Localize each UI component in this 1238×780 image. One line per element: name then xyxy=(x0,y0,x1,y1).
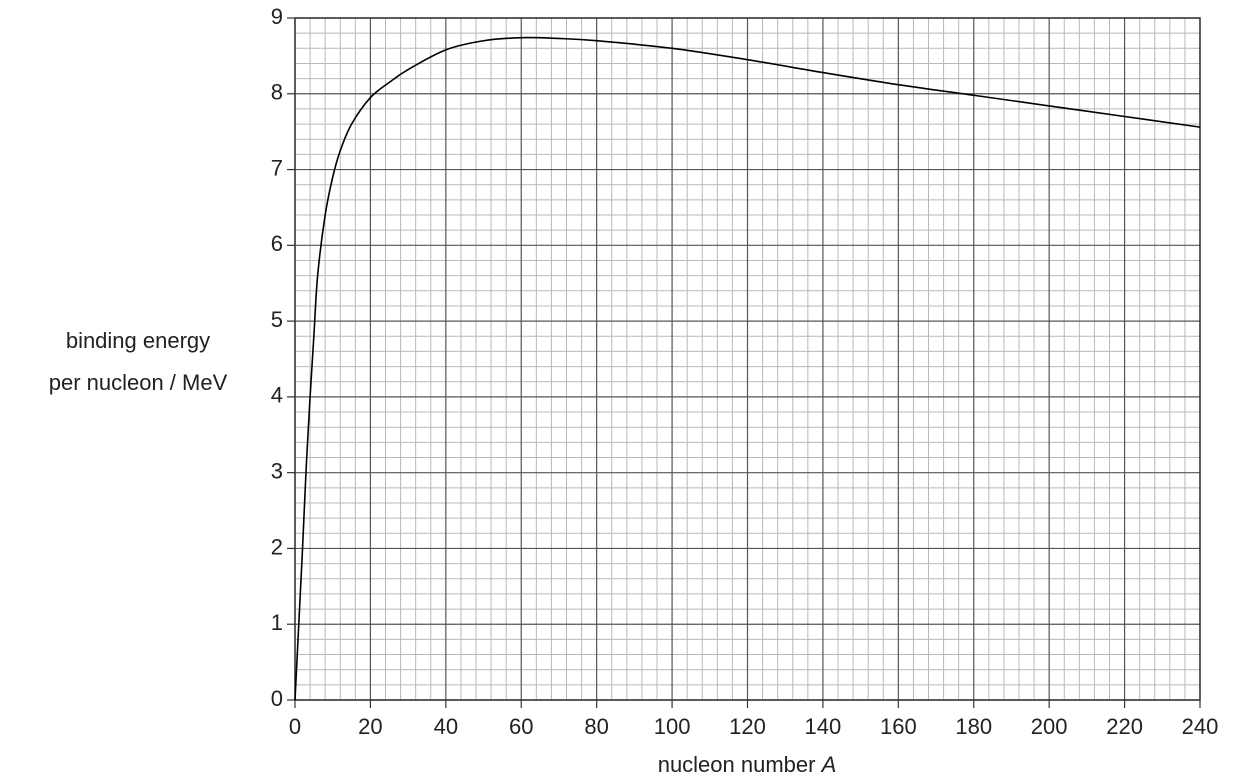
x-axis-label-text: nucleon number xyxy=(658,752,816,777)
x-tick-label: 100 xyxy=(654,714,691,739)
x-tick-label: 60 xyxy=(509,714,533,739)
y-tick-label: 1 xyxy=(271,610,283,635)
x-tick-label: 0 xyxy=(289,714,301,739)
x-axis-label: nucleon number A xyxy=(658,752,837,777)
plot-frame xyxy=(294,17,1201,701)
x-tick-label: 200 xyxy=(1031,714,1068,739)
y-tick-label: 7 xyxy=(271,155,283,180)
y-tick-label: 3 xyxy=(271,458,283,483)
y-tick-label: 9 xyxy=(271,4,283,29)
y-axis-label: binding energy xyxy=(66,328,210,353)
x-tick-label: 220 xyxy=(1106,714,1143,739)
x-tick-label: 80 xyxy=(584,714,608,739)
y-axis-label: per nucleon / MeV xyxy=(49,370,228,395)
x-axis-label-symbol: A xyxy=(820,752,837,777)
x-tick-label: 180 xyxy=(955,714,992,739)
y-tick-label: 0 xyxy=(271,686,283,711)
x-tick-label: 20 xyxy=(358,714,382,739)
y-tick-label: 8 xyxy=(271,80,283,105)
x-tick-label: 140 xyxy=(805,714,842,739)
y-tick-label: 5 xyxy=(271,307,283,332)
x-tick-label: 120 xyxy=(729,714,766,739)
curve xyxy=(294,36,1201,701)
y-tick-label: 6 xyxy=(271,231,283,256)
y-tick-label: 4 xyxy=(271,383,283,408)
x-tick-label: 240 xyxy=(1182,714,1219,739)
x-tick-label: 40 xyxy=(434,714,458,739)
y-tick-label: 2 xyxy=(271,534,283,559)
x-tick-label: 160 xyxy=(880,714,917,739)
